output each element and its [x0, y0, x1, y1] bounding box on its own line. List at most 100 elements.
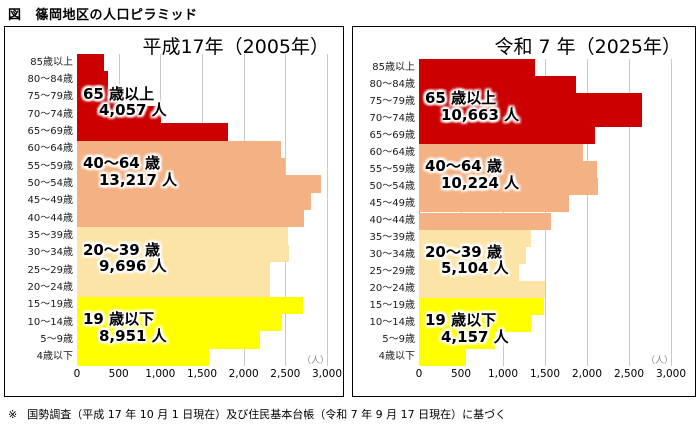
x-axis-2025: （人） 0 500 1,000 1,500 2,000 2,500 3,000 [416, 356, 686, 386]
footnote-text: 国勢調査（平成 17 年 10 月 1 日現在）及び住民基本台帳（令和 7 年 … [27, 408, 507, 421]
bar-row [419, 93, 671, 111]
gridline [327, 54, 328, 366]
age-group-label: 25〜29歳 [27, 264, 73, 276]
panel-2025-title: 令和 7 年（2025年） [494, 36, 681, 58]
bar [419, 348, 467, 366]
bar [419, 110, 642, 128]
age-group-label: 10〜14歳 [27, 316, 73, 328]
bar-row [419, 195, 671, 213]
age-group-label: 25〜29歳 [369, 266, 415, 278]
panel-2025: 令和 7 年（2025年） 85歳以上 80〜84歳 75〜79歳 70〜74歳 65〜… [352, 26, 696, 397]
unit-label-2025: （人） [645, 356, 673, 366]
age-group-label: 10〜14歳 [369, 317, 415, 329]
age-group-label: 80〜84歳 [27, 73, 73, 85]
age-group-label: 15〜19歳 [27, 299, 73, 311]
bar [77, 106, 162, 124]
bar [77, 192, 312, 210]
age-group-label: 75〜79歳 [369, 95, 415, 107]
age-group-label: 20〜24歳 [369, 283, 415, 295]
age-group-label: 70〜74歳 [369, 112, 415, 124]
bar [419, 161, 598, 179]
bar [419, 229, 531, 247]
age-group-label: 55〜59歳 [369, 163, 415, 175]
bar-row [77, 71, 327, 89]
x-tick-label: 3,000 [655, 368, 687, 380]
bar-row [419, 297, 671, 315]
age-group-label: 75〜79歳 [27, 91, 73, 103]
bar [419, 76, 577, 94]
x-tick-label: 2,000 [571, 368, 603, 380]
gridline [671, 59, 672, 366]
age-group-label: 55〜59歳 [27, 160, 73, 172]
age-group-label: 60〜64歳 [27, 143, 73, 155]
age-group-label: 70〜74歳 [27, 108, 73, 120]
panel-2005: 平成17年（2005年） 85歳以上 80〜84歳 75〜79歳 70〜74歳 65〜6… [4, 26, 344, 397]
age-group-label: 65〜69歳 [369, 129, 415, 141]
bar-row [419, 161, 671, 179]
age-axis-2025: 85歳以上 80〜84歳 75〜79歳 70〜74歳 65〜69歳 60〜64歳 55〜59… [353, 59, 417, 366]
age-group-label: 85歳以上 [30, 56, 73, 68]
bar-row [419, 110, 671, 128]
x-tick-label: 500 [450, 368, 472, 380]
plot-area-2025: 85歳以上 80〜84歳 75〜79歳 70〜74歳 65〜69歳 60〜64歳 55〜59… [370, 59, 686, 380]
bar [419, 331, 496, 349]
bar [419, 127, 596, 145]
x-tick-label: 1,000 [487, 368, 519, 380]
footnote: ※ 国勢調査（平成 17 年 10 月 1 日現在）及び住民基本台帳（令和 7 年… [8, 406, 506, 422]
age-group-label: 30〜34歳 [27, 247, 73, 259]
x-tick-label: 1,500 [186, 368, 218, 380]
age-group-label: 20〜24歳 [27, 282, 73, 293]
bar [419, 314, 531, 332]
age-group-label: 60〜64歳 [369, 146, 415, 158]
age-group-label: 80〜84歳 [369, 78, 415, 90]
bar-row [77, 296, 327, 314]
bar-row [77, 244, 327, 262]
age-group-label: 65〜69歳 [27, 126, 73, 137]
bar-row [77, 192, 327, 210]
bar [419, 93, 643, 111]
bar-row [419, 246, 671, 264]
bar [419, 178, 598, 196]
bar [77, 314, 282, 332]
x-axis-2005: （人） 0 500 1,000 1,500 2,000 2,500 3,000 [74, 356, 342, 386]
bar-row [77, 210, 327, 228]
x-tick-label: 1,500 [529, 368, 561, 380]
bar-row [419, 229, 671, 247]
figure-caption: 図篠岡地区の人口ピラミッド [8, 4, 198, 23]
bar-row [419, 280, 671, 298]
bar [77, 331, 261, 349]
bar-row [77, 314, 327, 332]
bar-row [419, 144, 671, 162]
bar-row [77, 331, 327, 349]
bar-row [77, 54, 327, 72]
bar-row [419, 348, 671, 366]
x-tick-label: 500 [108, 368, 129, 380]
age-group-label: 40〜44歳 [369, 215, 415, 227]
age-group-label: 4歳以下 [378, 351, 415, 363]
bar-row [77, 158, 327, 176]
bar-row [419, 212, 671, 230]
age-group-label: 5〜9歳 [382, 334, 415, 346]
plot-area-2005: 85歳以上 80〜84歳 75〜79歳 70〜74歳 65〜69歳 60〜64歳 55〜59… [28, 54, 342, 380]
bar [77, 262, 270, 280]
bar [77, 158, 286, 176]
bar-row [77, 348, 327, 366]
age-group-label: 50〜54歳 [369, 180, 415, 192]
bar-row [77, 88, 327, 106]
bar [77, 279, 271, 297]
chart-panels: 平成17年（2005年） 85歳以上 80〜84歳 75〜79歳 70〜74歳 65〜6… [0, 26, 700, 398]
bar [77, 348, 209, 366]
bar [77, 175, 322, 193]
bar [77, 227, 288, 245]
x-tick-label: 2,000 [228, 368, 259, 380]
age-group-label: 40〜44歳 [27, 212, 73, 224]
bar [77, 54, 104, 72]
bar [419, 59, 535, 77]
age-axis-2005: 85歳以上 80〜84歳 75〜79歳 70〜74歳 65〜69歳 60〜64歳 55〜59… [5, 54, 75, 366]
age-group-label: 5〜9歳 [40, 334, 73, 345]
bar-row [419, 263, 671, 281]
bar [77, 140, 282, 158]
bar-row [77, 227, 327, 245]
bar [419, 297, 545, 315]
bar [419, 195, 570, 213]
